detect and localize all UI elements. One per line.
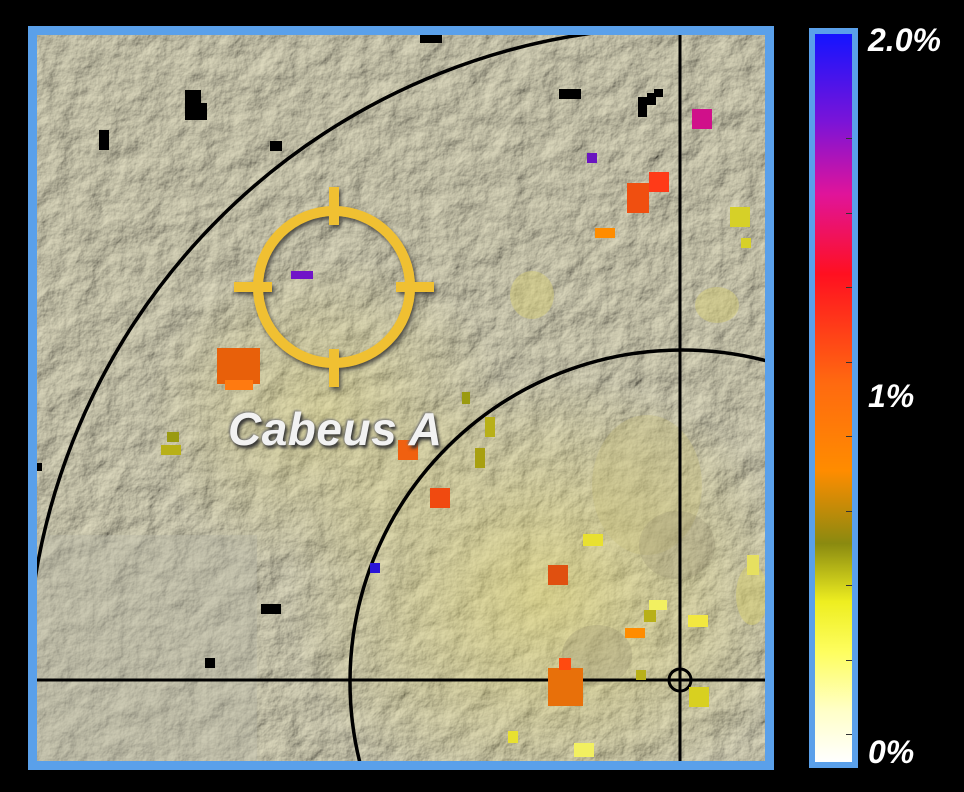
- concentration-pixel: [730, 207, 750, 227]
- latitude-circles: [37, 35, 765, 761]
- crater: [592, 415, 702, 555]
- crater: [639, 511, 715, 579]
- crosshair-icon: [234, 187, 434, 387]
- no-data-pixel: [99, 130, 109, 150]
- concentration-pixel: [636, 670, 646, 680]
- concentration-pixel: [688, 615, 708, 627]
- terrain-warm-region-2: [147, 255, 507, 575]
- concentration-pixel: [625, 628, 645, 638]
- crater-name-label: Cabeus A: [228, 403, 443, 455]
- concentration-pixel: [574, 743, 594, 757]
- colorbar-max-label: 2.0%: [868, 22, 941, 58]
- concentration-pixel: [692, 109, 712, 129]
- concentration-pixel: [475, 448, 485, 468]
- pole-marker-icon: [667, 667, 693, 693]
- no-data-pixels: [37, 35, 663, 668]
- crater: [736, 565, 765, 625]
- concentration-pixel: [644, 610, 656, 622]
- concentration-pixel: [559, 658, 571, 670]
- colorbar-tick: [846, 511, 852, 512]
- concentration-pixel: [548, 668, 583, 706]
- concentration-pixel: [548, 565, 568, 585]
- no-data-pixel: [420, 35, 442, 43]
- concentration-pixels: [161, 109, 759, 757]
- concentration-pixel: [398, 440, 418, 460]
- colorbar-tick: [846, 287, 852, 288]
- colorbar-tick: [846, 660, 852, 661]
- colorbar-legend: [809, 28, 858, 768]
- colorbar-tick: [846, 213, 852, 214]
- concentration-pixel: [627, 183, 649, 213]
- concentration-pixel: [370, 563, 380, 573]
- concentration-pixel: [217, 348, 260, 384]
- no-data-pixel: [270, 141, 282, 151]
- no-data-pixel: [647, 93, 656, 105]
- colorbar-tick: [846, 436, 852, 437]
- concentration-pixel: [167, 432, 179, 442]
- colorbar-tick: [846, 585, 852, 586]
- concentration-pixel: [462, 392, 470, 404]
- colorbar-mid-label: 1%: [868, 378, 915, 414]
- no-data-pixel: [37, 463, 42, 471]
- no-data-pixel: [559, 89, 581, 99]
- no-data-pixel: [654, 89, 663, 97]
- concentration-pixel: [485, 417, 495, 437]
- lunar-terrain-map: [37, 35, 765, 761]
- colorbar-tick: [846, 138, 852, 139]
- concentration-pixel: [649, 600, 667, 610]
- no-data-pixel: [638, 97, 647, 117]
- concentration-pixel: [430, 488, 450, 508]
- concentration-pixel: [161, 445, 181, 455]
- colorbar-tick: [846, 734, 852, 735]
- concentration-pixel: [291, 271, 313, 279]
- concentration-pixel: [583, 534, 603, 546]
- map-panel[interactable]: Cabeus A: [28, 26, 774, 770]
- no-data-pixel: [205, 658, 215, 668]
- latitude-circle-inner: [348, 348, 765, 761]
- terrain-smooth-floor: [37, 535, 257, 761]
- concentration-pixel: [225, 380, 253, 390]
- crater: [510, 271, 554, 319]
- concentration-pixel: [649, 172, 669, 192]
- concentration-pixel: [741, 238, 751, 248]
- concentration-pixel: [595, 228, 615, 238]
- concentration-pixel: [587, 153, 597, 163]
- concentration-pixel: [747, 555, 759, 575]
- concentration-pixel: [508, 731, 518, 743]
- no-data-pixel: [193, 103, 207, 120]
- crater: [695, 287, 739, 323]
- concentration-pixel: [689, 687, 709, 707]
- colorbar-min-label: 0%: [868, 734, 915, 770]
- colorbar-tick: [846, 362, 852, 363]
- no-data-pixel: [261, 604, 281, 614]
